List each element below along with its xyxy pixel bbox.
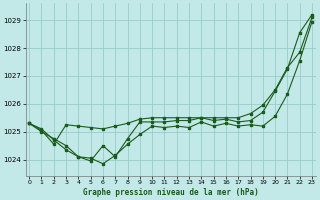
X-axis label: Graphe pression niveau de la mer (hPa): Graphe pression niveau de la mer (hPa) [83,188,259,197]
